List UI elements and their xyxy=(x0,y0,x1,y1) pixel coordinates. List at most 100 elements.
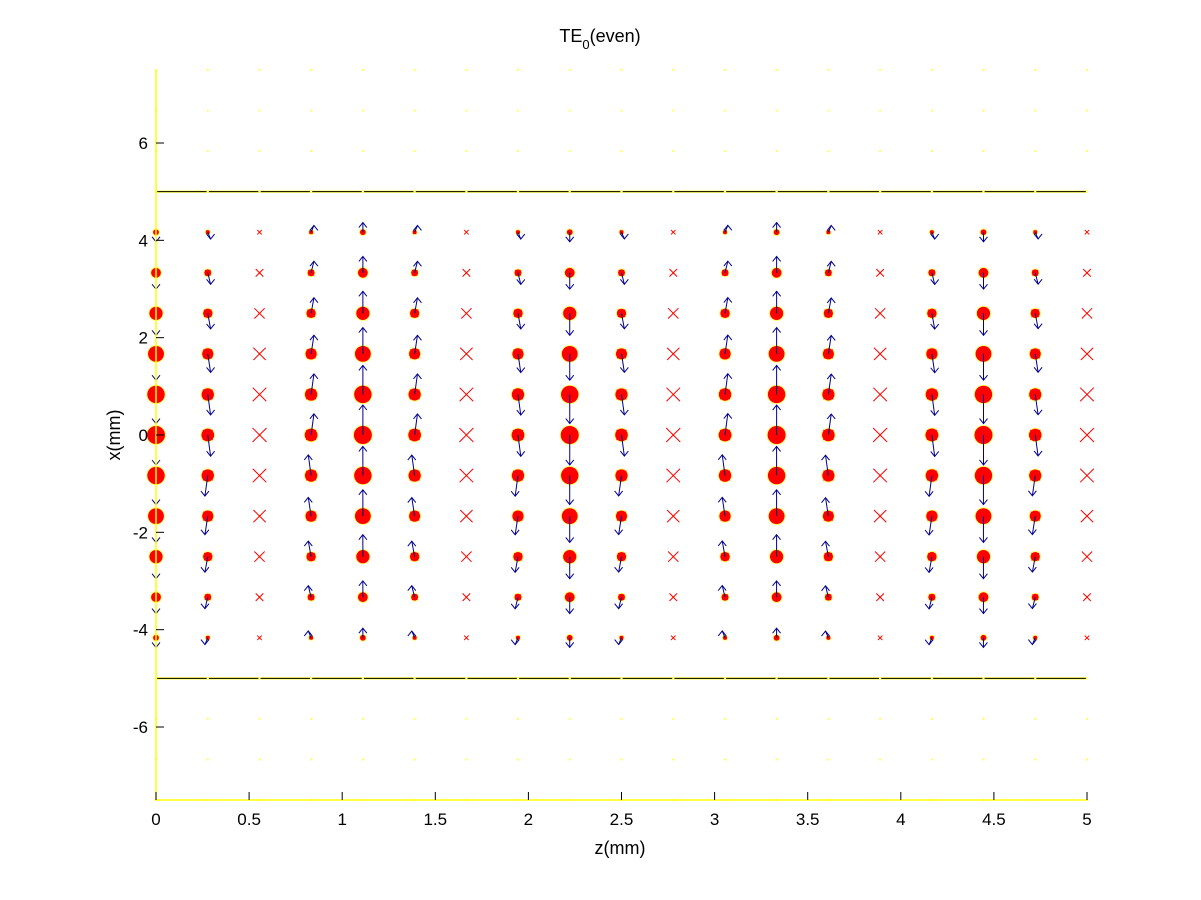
field-arrow xyxy=(517,313,522,330)
field-magnitude-point xyxy=(775,68,778,72)
field-arrow xyxy=(825,585,829,598)
field-arrow xyxy=(621,394,625,415)
field-cross-point xyxy=(1084,229,1090,235)
field-cross-point xyxy=(877,229,883,235)
field-magnitude-point xyxy=(878,677,882,680)
field-arrow-head xyxy=(565,418,575,425)
field-arrow xyxy=(414,261,418,273)
field-cross-point xyxy=(667,551,679,563)
field-arrow-head xyxy=(614,490,624,497)
field-cross-point xyxy=(514,594,522,601)
field-arrow xyxy=(414,297,418,314)
field-arrow xyxy=(928,475,933,497)
field-arrow xyxy=(724,413,729,436)
field-magnitude-point xyxy=(413,190,416,193)
field-arrow-head xyxy=(516,279,526,286)
field-cross-point xyxy=(666,347,680,361)
field-magnitude-point xyxy=(206,149,209,153)
field-cross-point xyxy=(1082,593,1092,602)
field-magnitude-point xyxy=(723,190,727,193)
field-magnitude-point xyxy=(723,68,727,72)
field-cross-point xyxy=(1081,307,1093,319)
field-cross-point xyxy=(459,509,473,523)
field-arrow-head xyxy=(200,490,210,497)
axis-ticks: 0 0.5 1 1.5 2 2.5 3 3.5 4 4.5 5 -6 -4 -2 0 2 4 6 xyxy=(133,134,1092,829)
field-magnitude-point xyxy=(413,758,416,761)
field-magnitude-point xyxy=(568,717,571,721)
field-magnitude-point xyxy=(258,717,261,721)
field-cross-point xyxy=(1079,387,1095,402)
field-arrow-head xyxy=(930,409,940,417)
field-arrow-head xyxy=(821,584,830,592)
field-arrow-head xyxy=(772,488,781,496)
field-arrow-head xyxy=(979,374,988,382)
field-magnitude-point xyxy=(465,677,468,680)
field-cross-point xyxy=(667,307,679,319)
field-arrow xyxy=(310,261,315,273)
field-arrow-head xyxy=(413,260,422,267)
field-cross-point xyxy=(255,268,264,277)
field-arrow xyxy=(514,475,519,497)
field-cross-point xyxy=(666,509,680,523)
x-tick-label: 4.5 xyxy=(982,810,1006,829)
field-arrow-head xyxy=(303,584,313,591)
field-magnitude-point xyxy=(982,68,985,72)
field-arrow xyxy=(618,556,622,573)
field-cross-point xyxy=(670,229,676,235)
field-arrow-head xyxy=(309,224,319,231)
field-cross-point xyxy=(928,594,935,601)
field-cross-point xyxy=(617,552,626,561)
field-arrow-head xyxy=(1027,529,1037,536)
field-magnitude-point xyxy=(258,68,261,72)
field-cross-point xyxy=(826,230,831,235)
field-magnitude-point xyxy=(206,758,209,761)
field-cross-point xyxy=(252,468,267,483)
field-arrow xyxy=(204,556,209,573)
field-magnitude-point xyxy=(930,109,934,112)
field-magnitude-point xyxy=(878,109,882,112)
field-magnitude-point xyxy=(516,717,520,721)
y-tick-label: 2 xyxy=(139,329,148,348)
field-arrow-head xyxy=(1027,603,1037,610)
field-magnitude-point xyxy=(672,717,675,721)
field-magnitude-point xyxy=(827,717,830,721)
field-arrow-head xyxy=(924,529,934,536)
field-magnitude-point xyxy=(878,190,882,193)
field-magnitude-point xyxy=(775,190,778,193)
field-arrow-head xyxy=(717,630,727,637)
field-magnitude-point xyxy=(775,677,778,680)
field-arrow xyxy=(1031,475,1036,496)
field-magnitude-point xyxy=(361,717,365,721)
field-magnitude-point xyxy=(775,758,778,761)
field-arrow xyxy=(931,394,936,416)
field-magnitude-point xyxy=(878,717,882,721)
field-arrow xyxy=(310,373,315,395)
field-arrow xyxy=(310,297,315,314)
field-magnitude-point xyxy=(672,109,675,112)
field-arrow-head xyxy=(510,566,520,574)
field-arrow-head xyxy=(821,540,830,547)
field-arrow xyxy=(517,394,522,416)
y-tick-label: 4 xyxy=(139,231,148,250)
field-magnitude-point xyxy=(516,109,520,112)
field-magnitude-point xyxy=(775,717,778,721)
x-axis-title: z(mm) xyxy=(595,838,646,858)
field-arrow-head xyxy=(516,367,526,374)
field-arrow-head xyxy=(723,334,733,341)
field-magnitude-point xyxy=(930,190,934,193)
field-arrow-head xyxy=(1033,233,1043,240)
field-cross-point xyxy=(462,268,471,277)
field-arrow xyxy=(411,497,416,517)
field-magnitude-point xyxy=(568,109,571,112)
field-arrow-head xyxy=(358,404,368,411)
field-arrow xyxy=(1031,516,1036,535)
field-arrow-head xyxy=(979,642,988,649)
field-arrow xyxy=(207,313,212,329)
field-magnitude-point xyxy=(1034,717,1037,721)
field-cross-point xyxy=(463,229,469,235)
field-arrow xyxy=(414,373,418,395)
field-arrow xyxy=(1034,394,1039,415)
field-arrow-head xyxy=(565,283,575,290)
field-cross-point xyxy=(616,349,627,359)
field-magnitude-point xyxy=(672,758,675,761)
